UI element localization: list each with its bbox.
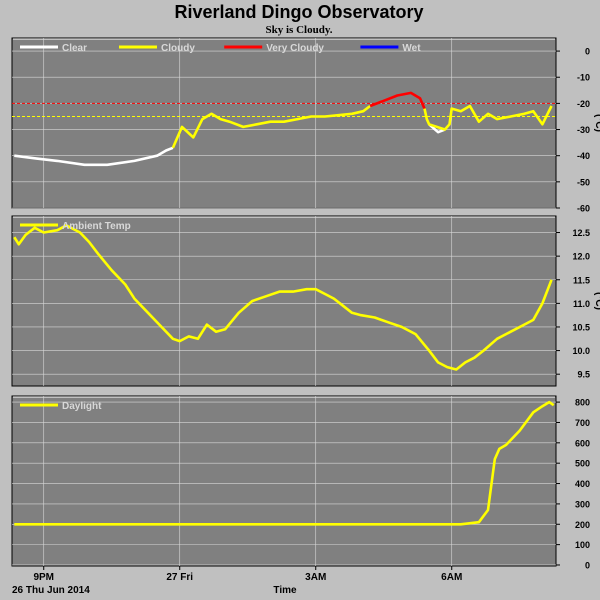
y-tick-label: -30 bbox=[577, 125, 590, 135]
x-tick-label: 9PM bbox=[33, 572, 54, 583]
y-tick-label: 400 bbox=[575, 479, 590, 489]
y-tick-label: 11.5 bbox=[573, 275, 590, 285]
y-tick-label: -60 bbox=[577, 204, 590, 214]
x-tick-label: 6AM bbox=[441, 572, 462, 583]
y-tick-label: 0 bbox=[585, 560, 590, 570]
y-axis-unit: (°C) bbox=[593, 292, 600, 310]
legend-label: Clear bbox=[62, 43, 87, 54]
y-tick-label: 100 bbox=[575, 540, 590, 550]
y-tick-label: 12.5 bbox=[572, 228, 590, 238]
y-tick-label: 0 bbox=[585, 47, 590, 57]
x-tick-label: 27 Fri bbox=[166, 572, 193, 583]
plot-area bbox=[11, 215, 557, 387]
x-tick-label: 3AM bbox=[305, 572, 326, 583]
series-line-cloudy bbox=[171, 104, 371, 149]
plot-area bbox=[11, 395, 557, 567]
y-tick-label: 600 bbox=[575, 438, 590, 448]
legend-label: Daylight bbox=[62, 401, 102, 412]
y-tick-label: 300 bbox=[575, 499, 590, 509]
series-line-cloudy bbox=[423, 104, 553, 131]
series-line-clear bbox=[428, 123, 446, 134]
series-line-daylight bbox=[14, 400, 555, 526]
page-subtitle: Sky is Cloudy. bbox=[266, 24, 333, 36]
legend-label: Cloudy bbox=[161, 43, 195, 54]
page-title: Riverland Dingo Observatory bbox=[174, 2, 423, 22]
y-tick-label: 11.0 bbox=[573, 299, 590, 309]
y-tick-label: 9.5 bbox=[577, 370, 590, 380]
y-tick-label: -20 bbox=[577, 99, 590, 109]
y-axis-unit: (°C) bbox=[593, 114, 600, 132]
y-tick-label: 200 bbox=[575, 520, 590, 530]
chart-panel-2: 12.5 12.0 11.5 11.0 10.5 10.0 9.5 (°C) Ambient T… bbox=[11, 215, 600, 387]
series-line-clear bbox=[14, 146, 174, 167]
series-line-very-cloudy bbox=[369, 91, 426, 110]
y-tick-label: -40 bbox=[577, 151, 590, 161]
legend-label: Wet bbox=[402, 43, 421, 54]
y-tick-label: -50 bbox=[577, 177, 590, 187]
y-tick-label: 700 bbox=[575, 418, 590, 428]
legend-label: Very Cloudy bbox=[266, 43, 324, 54]
y-tick-label: 800 bbox=[575, 398, 590, 408]
chart-panel-1: 0 -10 -20 -30 -40 -50 -60 (°C) Clear Cloudy Very C… bbox=[11, 37, 600, 214]
y-tick-label: 500 bbox=[575, 459, 590, 469]
chart-panel-3: 0 100 200 300 400 500 600 700 800 Daylight 9PM 27 F… bbox=[11, 395, 590, 583]
legend-label: Ambient Temp bbox=[62, 221, 131, 232]
date-label: 26 Thu Jun 2014 bbox=[12, 585, 90, 596]
x-axis-label: Time bbox=[273, 585, 297, 596]
series-line-ambient-temp bbox=[13, 224, 553, 371]
y-tick-label: -10 bbox=[577, 73, 590, 83]
y-tick-label: 12.0 bbox=[572, 252, 590, 262]
y-tick-label: 10.5 bbox=[572, 322, 590, 332]
y-tick-label: 10.0 bbox=[572, 346, 590, 356]
